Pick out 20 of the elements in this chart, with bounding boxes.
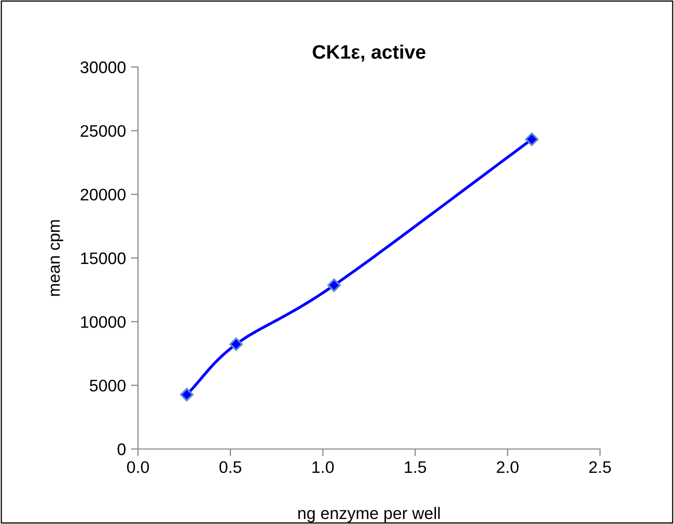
y-axis-title: mean cpm (50, 220, 64, 296)
y-tick-label: 20000 (80, 188, 126, 201)
x-tick-label: 0.0 (127, 461, 149, 474)
y-tick-label: 0 (118, 443, 126, 456)
x-tick-label: 2.0 (496, 461, 519, 474)
x-axis-title: ng enzyme per well (298, 506, 440, 522)
x-tick-label: 2.5 (589, 461, 611, 474)
y-tick-label: 5000 (90, 380, 126, 392)
point (327, 278, 341, 292)
x-tick-label: 1.5 (404, 461, 426, 474)
y-tick-label: 25000 (80, 125, 126, 137)
y-tick-label: 10000 (81, 316, 126, 328)
point (525, 132, 539, 146)
point (180, 388, 194, 402)
point (229, 337, 243, 351)
y-tick-label: 30000 (80, 61, 126, 74)
x-tick-label: 0.5 (219, 461, 242, 474)
chart-title: CK1ε, active (312, 44, 426, 62)
y-tick-label: 15000 (81, 252, 126, 264)
x-tick-label: 1.0 (312, 461, 334, 474)
